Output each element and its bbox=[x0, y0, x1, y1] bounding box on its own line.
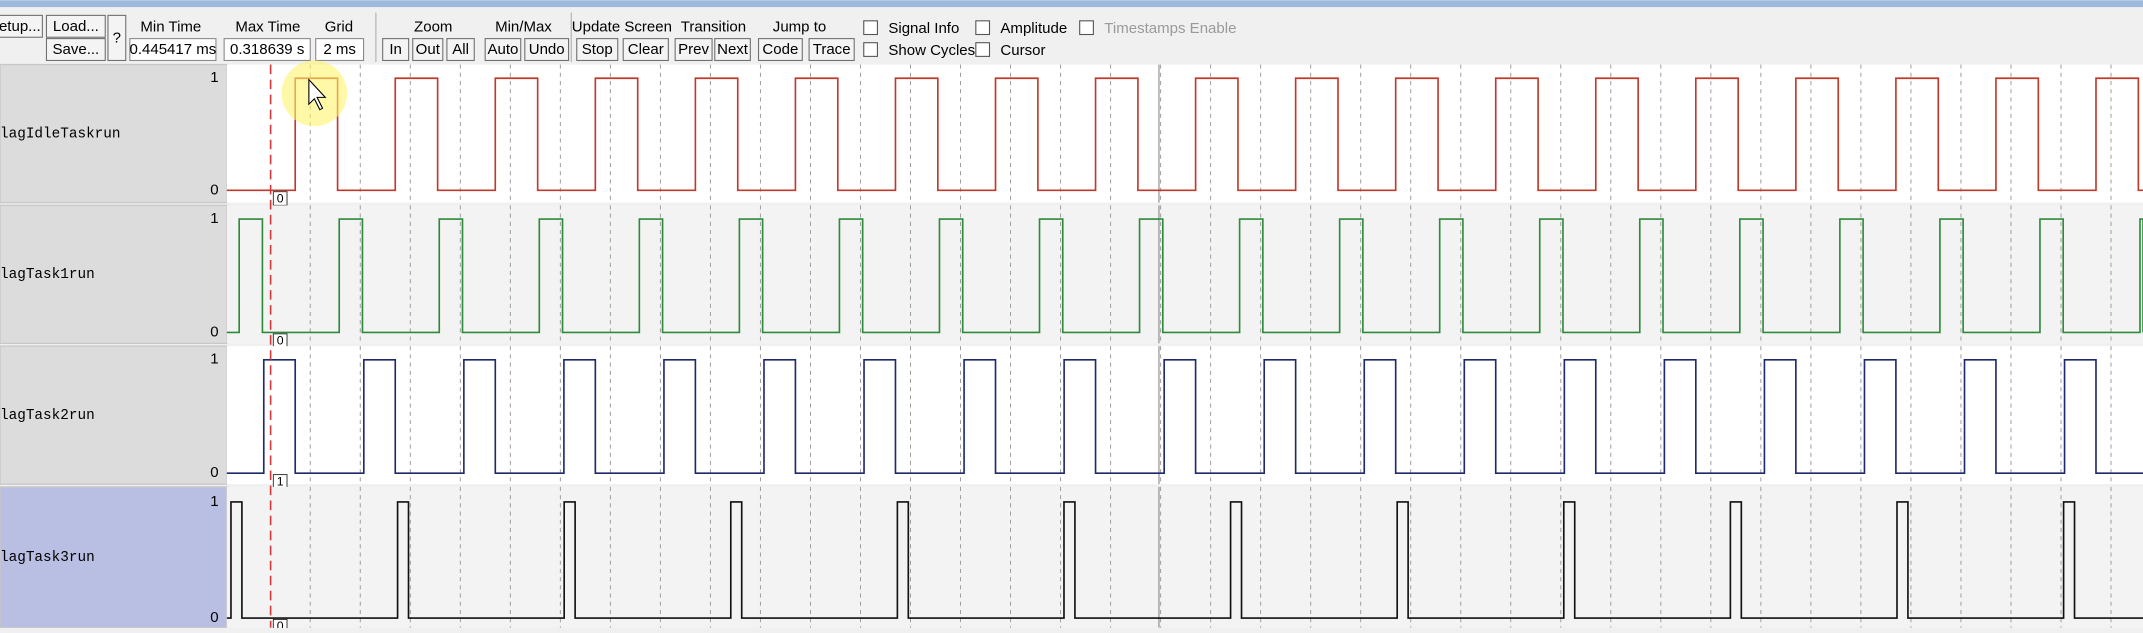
cursor-value: 1 bbox=[277, 474, 284, 488]
mouse-pointer bbox=[308, 78, 327, 111]
checkbox-label[interactable]: Timestamps Enable bbox=[1104, 20, 1236, 37]
button[interactable] bbox=[107, 14, 127, 62]
group-label: Transition bbox=[681, 19, 746, 36]
checkbox-label[interactable]: Amplitude bbox=[1000, 20, 1067, 37]
signal-name[interactable]: lagTask1run bbox=[0, 267, 95, 283]
button-label[interactable]: Trace bbox=[813, 41, 851, 58]
button-label[interactable]: Undo bbox=[529, 41, 565, 58]
button[interactable] bbox=[808, 38, 855, 62]
waveform bbox=[226, 358, 2143, 475]
signal-name[interactable]: lagTask3run bbox=[0, 550, 95, 566]
signal-name[interactable]: lagIdleTaskrun bbox=[0, 126, 121, 142]
value-box bbox=[129, 38, 217, 62]
value-box bbox=[223, 38, 311, 62]
button-label[interactable]: In bbox=[389, 41, 402, 58]
signal-plot-area bbox=[226, 346, 2143, 485]
group-label: Max Time bbox=[235, 19, 300, 36]
checkbox[interactable] bbox=[863, 42, 878, 57]
signal-plot-area bbox=[226, 486, 2143, 628]
button-label[interactable]: Next bbox=[717, 41, 749, 58]
button[interactable] bbox=[45, 38, 106, 62]
button-label[interactable]: Prev bbox=[678, 41, 709, 58]
button[interactable] bbox=[382, 38, 410, 62]
checkbox-label[interactable]: Signal Info bbox=[888, 20, 959, 37]
button-label[interactable]: Save... bbox=[52, 41, 99, 58]
button[interactable] bbox=[446, 38, 475, 62]
title-strip bbox=[0, 0, 2143, 8]
high-level-label: 1 bbox=[210, 69, 218, 86]
waveform bbox=[226, 218, 2143, 334]
waveform bbox=[226, 501, 2143, 619]
signal-name-cell bbox=[0, 63, 228, 204]
button-label[interactable]: Out bbox=[416, 41, 441, 58]
checkbox[interactable] bbox=[863, 20, 878, 36]
checkbox[interactable] bbox=[975, 42, 991, 57]
button[interactable] bbox=[576, 38, 619, 62]
button-label[interactable]: All bbox=[452, 41, 469, 58]
signal-plot-area bbox=[226, 64, 2143, 203]
button-label[interactable]: Load... bbox=[53, 18, 99, 35]
button-label[interactable]: Stop bbox=[582, 41, 613, 58]
signal-plot-area bbox=[226, 205, 2143, 344]
group-label: Min/Max bbox=[495, 19, 552, 36]
button-label[interactable]: Code bbox=[762, 41, 798, 58]
high-level-label: 1 bbox=[210, 210, 218, 227]
checkbox-label[interactable]: Cursor bbox=[1000, 42, 1045, 59]
value-box bbox=[315, 38, 365, 62]
group-label: Min Time bbox=[140, 19, 201, 36]
low-level-label: 0 bbox=[210, 609, 218, 626]
button[interactable] bbox=[45, 14, 106, 38]
button-label[interactable]: etup... bbox=[0, 18, 41, 35]
low-level-label: 0 bbox=[210, 181, 218, 198]
group-label: Grid bbox=[325, 19, 353, 36]
button[interactable] bbox=[757, 38, 803, 62]
group-label: Zoom bbox=[414, 19, 452, 36]
button[interactable] bbox=[0, 14, 43, 38]
button[interactable] bbox=[484, 38, 522, 62]
high-level-label: 1 bbox=[210, 493, 218, 510]
button[interactable] bbox=[524, 38, 570, 62]
button[interactable] bbox=[622, 38, 669, 62]
button[interactable] bbox=[714, 38, 751, 62]
high-level-label: 1 bbox=[210, 351, 218, 368]
signal-name-cell bbox=[0, 486, 228, 629]
waveform bbox=[226, 77, 2143, 192]
cursor-value: 0 bbox=[277, 334, 284, 348]
value-text: 2 ms bbox=[323, 41, 356, 58]
checkbox-label[interactable]: Show Cycles bbox=[888, 42, 975, 59]
signal-name-cell bbox=[0, 204, 228, 345]
button-label[interactable]: Auto bbox=[488, 41, 519, 58]
checkbox[interactable] bbox=[1079, 20, 1094, 36]
button-label[interactable]: Clear bbox=[628, 41, 664, 58]
signal-name[interactable]: lagTask2run bbox=[0, 408, 95, 424]
group-label: Update Screen bbox=[572, 19, 672, 36]
low-level-label: 0 bbox=[210, 323, 218, 340]
low-level-label: 0 bbox=[210, 464, 218, 481]
value-text: 0.445417 ms bbox=[129, 41, 216, 58]
button[interactable] bbox=[412, 38, 444, 62]
button-label[interactable]: ? bbox=[113, 30, 121, 47]
value-text: 0.318639 s bbox=[230, 41, 304, 58]
button[interactable] bbox=[674, 38, 713, 62]
cursor-value: 0 bbox=[277, 619, 284, 628]
cursor-value: 0 bbox=[277, 191, 284, 205]
group-label: Jump to bbox=[773, 19, 826, 36]
checkbox[interactable] bbox=[975, 20, 991, 36]
